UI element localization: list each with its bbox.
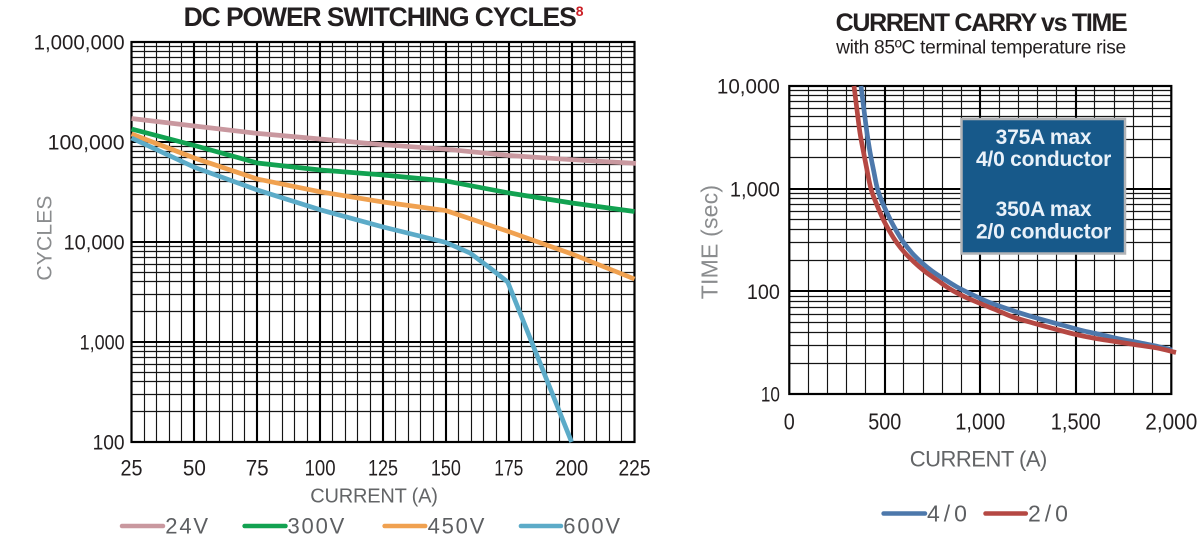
svg-text:4/0: 4/0	[927, 501, 971, 527]
svg-text:225: 225	[619, 456, 651, 481]
svg-text:1,000: 1,000	[730, 177, 780, 201]
svg-text:175: 175	[494, 456, 523, 481]
svg-text:450V: 450V	[428, 514, 487, 538]
svg-text:CURRENT (A): CURRENT (A)	[910, 447, 1047, 472]
svg-text:600V: 600V	[563, 514, 622, 538]
svg-text:2/0 conductor: 2/0 conductor	[976, 221, 1111, 244]
svg-text:200: 200	[555, 456, 588, 481]
svg-text:25: 25	[121, 456, 143, 481]
svg-text:2,000: 2,000	[1145, 408, 1197, 434]
svg-text:1,000: 1,000	[80, 331, 125, 355]
svg-text:500: 500	[868, 408, 901, 434]
svg-text:300V: 300V	[288, 514, 347, 538]
svg-text:350A max: 350A max	[996, 198, 1092, 221]
svg-text:with 85ºC terminal temperature: with 85ºC terminal temperature rise	[835, 38, 1126, 59]
svg-text:125: 125	[368, 456, 398, 481]
svg-text:4/0 conductor: 4/0 conductor	[976, 148, 1111, 171]
svg-text:2/0: 2/0	[1028, 501, 1072, 527]
svg-text:150: 150	[431, 456, 461, 481]
svg-text:10,000: 10,000	[64, 231, 125, 255]
svg-text:50: 50	[183, 456, 206, 481]
svg-text:CYCLES: CYCLES	[34, 195, 57, 280]
svg-text:10: 10	[761, 383, 780, 407]
svg-text:100: 100	[93, 431, 125, 455]
svg-text:24V: 24V	[165, 514, 210, 538]
svg-text:1,500: 1,500	[1051, 408, 1101, 434]
svg-text:0: 0	[784, 408, 795, 434]
svg-text:100: 100	[305, 456, 336, 481]
svg-text:100: 100	[747, 280, 780, 304]
svg-text:75: 75	[246, 456, 269, 481]
svg-text:375A max: 375A max	[996, 126, 1092, 149]
svg-text:CURRENT CARRY vs TIME: CURRENT CARRY vs TIME	[836, 9, 1127, 37]
svg-text:100,000: 100,000	[48, 131, 125, 155]
svg-text:10,000: 10,000	[717, 75, 780, 99]
svg-text:1,000: 1,000	[955, 408, 1005, 434]
svg-text:CURRENT (A): CURRENT (A)	[310, 486, 437, 508]
svg-text:TIME (sec): TIME (sec)	[697, 185, 723, 299]
svg-text:1,000,000: 1,000,000	[34, 31, 125, 55]
svg-text:DC POWER SWITCHING CYCLES8: DC POWER SWITCHING CYCLES8	[184, 2, 584, 32]
